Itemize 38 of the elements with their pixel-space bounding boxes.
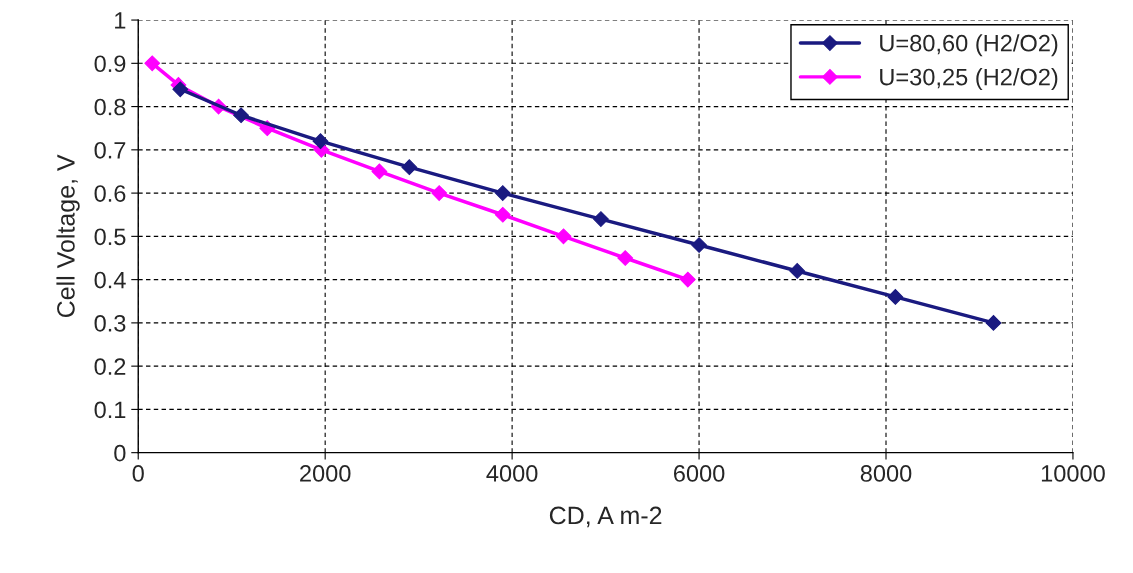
point [172,81,189,98]
point [887,289,904,305]
point [371,163,388,180]
x-tick-label: 0 [132,465,144,482]
x-tick-label: 4000 [486,465,538,482]
x-tick-label: 2000 [300,465,351,482]
point [555,228,572,245]
x-tick-label: 8000 [860,465,912,482]
y-tick-label: 0.8 [94,98,126,116]
point [431,185,448,201]
point [789,263,806,279]
point [233,107,249,124]
y-tick-label: 0.6 [94,185,126,202]
legend-label: U=30,25 (H2/O2) [880,68,1058,91]
point [144,55,161,72]
point [593,211,609,227]
y-tick-label: 0.5 [94,228,126,246]
point [401,159,418,176]
y-tick-label: 0.4 [94,271,126,289]
point [679,271,696,288]
y-tick-label: 0.9 [94,55,126,73]
point [312,133,329,150]
y-tick-label: 0.2 [94,358,126,375]
x-axis-title: CD, A m-2 [549,506,662,528]
x-tick-label: 6000 [674,465,725,482]
point [494,206,511,223]
point [985,315,1002,331]
y-tick-label: 0 [114,444,126,462]
y-tick-label: 0.3 [94,314,126,332]
legend-label: U=80,60 (H2/O2) [880,34,1058,57]
y-tick-label: 0.1 [94,401,126,419]
point [494,185,511,201]
point [617,250,634,266]
y-axis-title: Cell Voltage, V [56,154,80,318]
y-tick-label: 0.7 [94,141,126,159]
point [691,237,707,253]
x-tick-label: 10000 [1041,465,1105,482]
y-tick-label: 1 [115,12,126,29]
